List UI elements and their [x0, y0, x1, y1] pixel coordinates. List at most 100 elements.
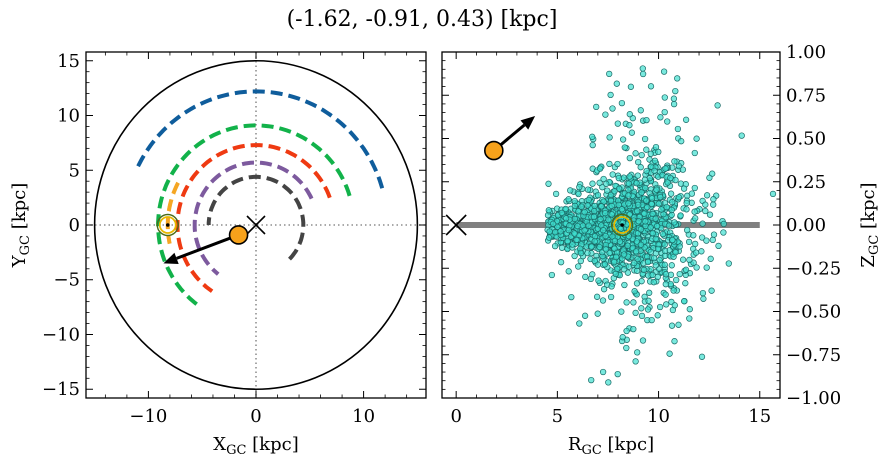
star-point — [567, 187, 574, 194]
star-point — [699, 220, 706, 227]
star-point — [611, 237, 618, 244]
right-ticks: 0 5 10 15 −1.00 −0.75 −0.50 −0.25 0.00 0.25 0.50 0.… — [442, 42, 841, 427]
star-point — [618, 308, 625, 315]
star-point — [650, 279, 657, 286]
star-point — [681, 298, 688, 305]
star-point — [550, 220, 557, 227]
star-point — [571, 202, 579, 210]
star-point — [671, 302, 678, 309]
star-point — [673, 276, 680, 284]
star-point — [558, 209, 565, 217]
right-axes-frame — [441, 51, 781, 399]
star-point — [653, 186, 660, 193]
star-point — [686, 256, 693, 264]
star-point — [642, 218, 649, 225]
star-point — [635, 218, 642, 225]
right-ytick-label: 0.50 — [786, 129, 826, 150]
star-point — [573, 236, 580, 244]
figure-title: (-1.62, -0.91, 0.43) [kpc] — [287, 7, 558, 32]
left-xtick-label: −10 — [129, 406, 167, 427]
star-point — [545, 207, 552, 214]
star-point — [619, 334, 626, 341]
star-point — [642, 184, 649, 192]
left-sun-marker-outer-ring — [156, 213, 179, 237]
star-point — [619, 136, 627, 143]
star-point — [546, 228, 553, 235]
star-point — [688, 190, 696, 197]
left-ytick-label: −10 — [42, 324, 80, 345]
star-point — [670, 100, 678, 108]
right-ytick-label: 0.00 — [786, 215, 826, 236]
star-point — [676, 270, 683, 278]
star-point — [643, 167, 650, 175]
star-point — [678, 138, 685, 145]
star-point — [589, 133, 596, 140]
star-point — [651, 167, 658, 175]
star-point — [591, 257, 598, 265]
star-point — [661, 108, 668, 116]
star-point — [569, 241, 576, 248]
star-point — [698, 353, 706, 360]
star-point — [699, 289, 707, 297]
right-xtick-label: 15 — [748, 406, 771, 427]
star-point — [643, 197, 650, 204]
star-point — [558, 244, 566, 251]
star-point — [596, 165, 604, 172]
star-point — [710, 231, 718, 238]
star-point — [627, 83, 635, 90]
star-point — [582, 273, 589, 281]
star-point — [683, 206, 690, 213]
star-point — [634, 207, 641, 215]
star-point — [720, 220, 727, 228]
star-point — [632, 358, 639, 365]
spiral-arm-arc-6 — [206, 174, 306, 261]
star-point — [684, 226, 691, 234]
right-ytick-label: −1.00 — [786, 388, 841, 409]
star-point — [672, 87, 679, 95]
star-point — [571, 252, 578, 260]
star-point — [581, 312, 589, 319]
star-point — [638, 151, 645, 159]
star-point — [693, 264, 700, 271]
left-xtick-label: 0 — [250, 406, 261, 427]
star-point — [632, 248, 640, 255]
star-point — [623, 299, 630, 306]
star-point — [655, 148, 662, 156]
star-point — [647, 150, 654, 157]
spiral-arm-arc-4 — [175, 143, 332, 293]
star-point — [641, 176, 649, 183]
spiral-arm-arc-5 — [192, 160, 314, 276]
right-ytick-label: −0.75 — [786, 345, 841, 366]
star-point — [641, 135, 649, 143]
star-point — [606, 70, 613, 78]
right-ytick-label: −0.25 — [786, 258, 841, 279]
star-point — [575, 190, 582, 198]
star-point — [607, 293, 615, 301]
star-point — [645, 297, 652, 304]
star-point — [551, 242, 559, 250]
star-point — [597, 216, 604, 223]
star-point — [652, 235, 659, 243]
right-velocity-arrow-head — [520, 116, 536, 130]
star-point — [670, 287, 677, 294]
star-point — [620, 251, 628, 258]
left-ytick-label: 10 — [57, 106, 80, 127]
right-galactic-center-marker-stroke-b — [445, 214, 467, 236]
star-point — [643, 146, 650, 153]
right-sun-marker-outer-ring — [610, 213, 634, 237]
right-ytick-label: 1.00 — [786, 42, 826, 63]
star-point — [675, 194, 683, 201]
left-velocity-arrow-shaft — [176, 233, 240, 260]
star-point — [608, 283, 615, 290]
star-point — [637, 164, 644, 171]
star-point — [634, 349, 641, 356]
star-point — [607, 197, 615, 205]
disk-boundary-circle — [93, 59, 419, 391]
star-point — [621, 144, 628, 151]
right-sun-marker-dot — [620, 223, 624, 227]
star-point — [612, 270, 619, 278]
star-point — [668, 322, 676, 329]
star-point — [671, 219, 678, 226]
star-point — [698, 248, 705, 255]
star-point — [606, 249, 613, 257]
